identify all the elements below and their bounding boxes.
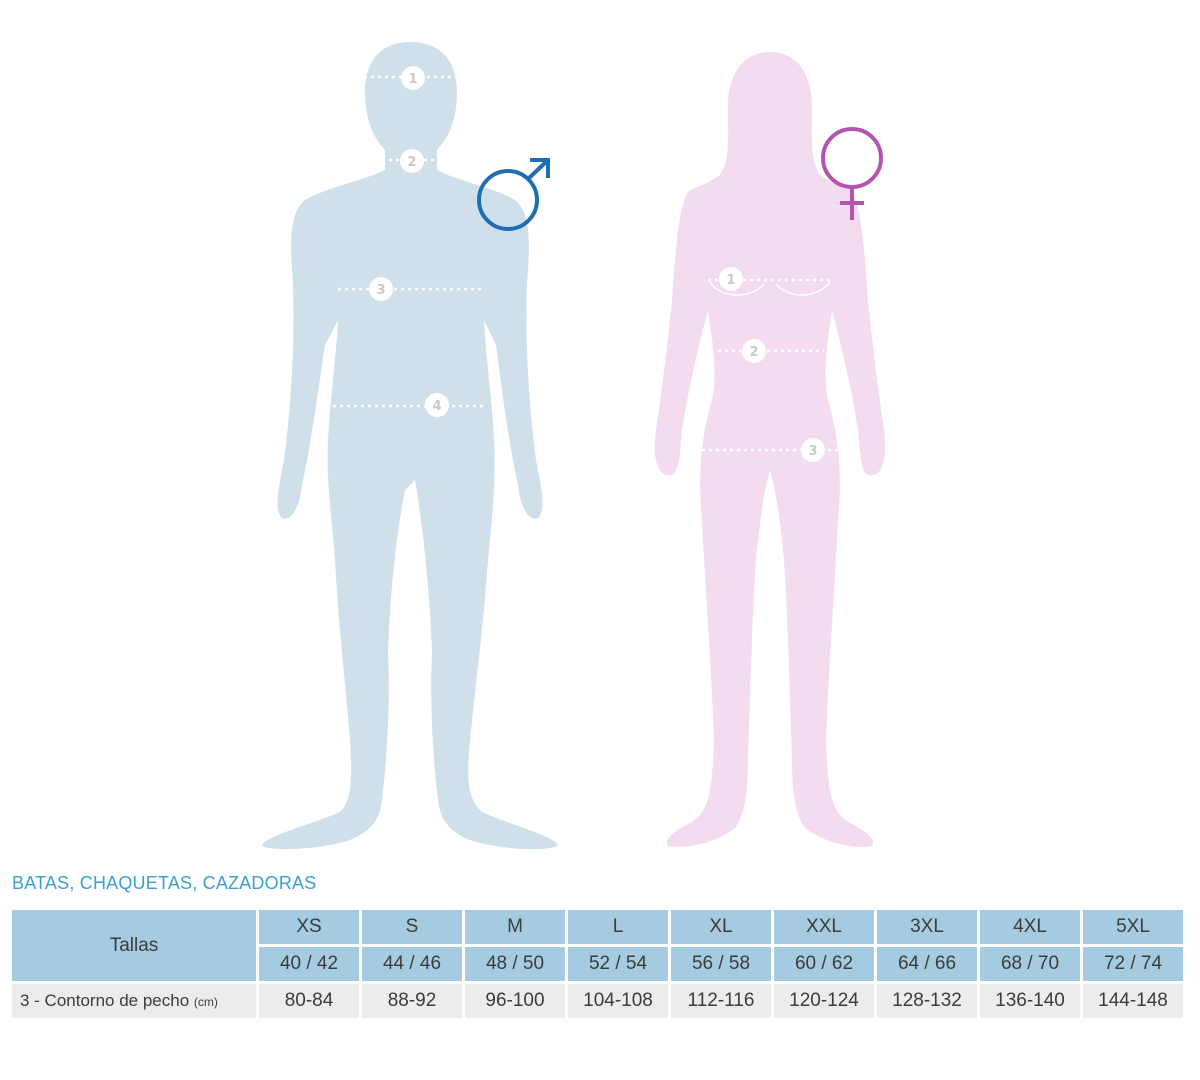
male-silhouette [262,42,558,850]
body-figures-illustration: 1 2 3 4 1 2 3 [262,42,886,850]
chest-value-cell: 112-116 [671,984,771,1018]
tallas-label: Tallas [12,910,256,981]
table-row-equivalents: 40 / 42 44 / 46 48 / 50 52 / 54 56 / 58 … [12,947,1183,981]
equivalent-cell: 60 / 62 [774,947,874,981]
male-markers: 1 2 3 4 [369,66,449,417]
size-cell: XS [259,910,359,944]
chest-measure-unit: (cm) [193,995,218,1009]
male-marker-1: 1 [408,72,417,87]
chest-value-cell: 136-140 [980,984,1080,1018]
equivalent-cell: 72 / 74 [1083,947,1183,981]
size-cell: 4XL [980,910,1080,944]
size-cell: XL [671,910,771,944]
female-symbol-icon [821,127,883,220]
size-cell: L [568,910,668,944]
chest-value-cell: 120-124 [774,984,874,1018]
size-cell: 5XL [1083,910,1183,944]
chest-value-cell: 104-108 [568,984,668,1018]
equivalent-cell: 48 / 50 [465,947,565,981]
equivalent-cell: 40 / 42 [259,947,359,981]
equivalent-cell: 68 / 70 [980,947,1080,981]
female-marker-3: 3 [808,444,817,459]
female-silhouette [654,52,886,847]
size-cell: S [362,910,462,944]
chest-value-cell: 88-92 [362,984,462,1018]
size-cell: XXL [774,910,874,944]
equivalent-cell: 56 / 58 [671,947,771,981]
male-marker-3: 3 [376,283,385,298]
male-marker-4: 4 [432,399,441,414]
table-row-sizes: Tallas XS S M L XL XXL 3XL 4XL 5XL [12,910,1183,981]
equivalent-cell: 52 / 54 [568,947,668,981]
table-row-chest: 3 - Contorno de pecho (cm) 80-84 88-92 9… [12,984,1183,1018]
chest-value-cell: 128-132 [877,984,977,1018]
chest-value-cell: 144-148 [1083,984,1183,1018]
chest-value-cell: 96-100 [465,984,565,1018]
size-table: Tallas XS S M L XL XXL 3XL 4XL 5XL 40 / … [9,907,1186,1021]
chest-measure-label: 3 - Contorno de pecho (cm) [12,984,256,1018]
equivalent-cell: 44 / 46 [362,947,462,981]
male-symbol-icon [477,158,550,231]
male-marker-2: 2 [407,155,416,170]
chest-value-cell: 80-84 [259,984,359,1018]
section-title: BATAS, CHAQUETAS, CAZADORAS [12,873,317,893]
equivalent-cell: 64 / 66 [877,947,977,981]
female-bust-outline [709,281,831,296]
female-marker-1: 1 [726,273,735,288]
female-markers: 1 2 3 [719,267,825,462]
size-cell: 3XL [877,910,977,944]
female-marker-2: 2 [749,345,758,360]
chest-measure-label-text: 3 - Contorno de pecho [20,991,190,1010]
size-cell: M [465,910,565,944]
